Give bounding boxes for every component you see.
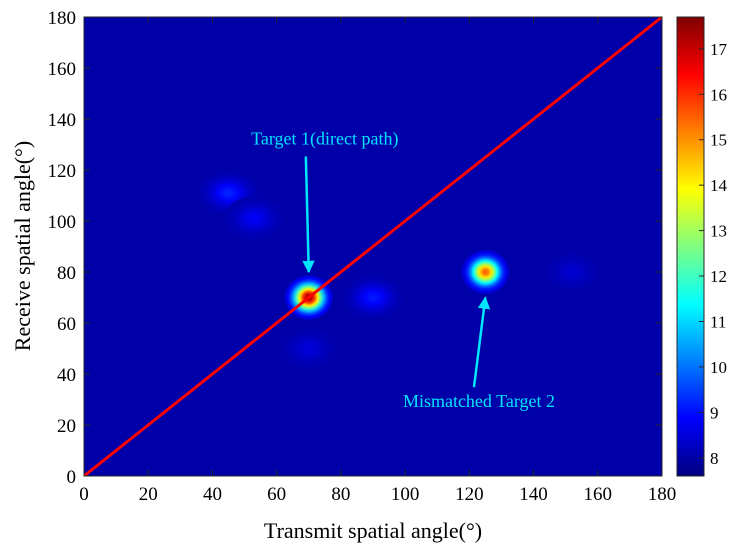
x-axis-label: Transmit spatial angle(°) [264,518,482,543]
colorbar-tick-label: 16 [710,85,727,104]
heatmap-peak [278,326,339,371]
x-tick-label: 120 [455,484,484,505]
y-tick-label: 120 [48,161,77,182]
colorbar-tick-label: 11 [710,312,726,331]
y-tick-label: 20 [57,416,76,437]
y-axis: 0 20 40 60 80 100 120 140 160 180 [48,8,662,488]
y-tick-label: 180 [48,8,77,29]
x-tick-label: 60 [267,484,286,505]
x-tick-label: 80 [331,484,350,505]
x-tick-label: 160 [584,484,613,505]
x-tick-label: 40 [203,484,222,505]
y-axis-label: Receive spatial angle(°) [10,141,35,351]
colorbar-tick-label: 10 [710,358,727,377]
annotation-label: Mismatched Target 2 [403,391,555,411]
y-tick-label: 160 [48,59,77,80]
x-tick-label: 0 [79,484,89,505]
x-tick-label: 140 [519,484,548,505]
x-tick-label: 20 [139,484,158,505]
heatmap-peak [542,250,603,294]
annotation-arrow [472,296,491,388]
colorbar-tick-label: 12 [710,267,727,286]
colorbar-tick-label: 9 [710,403,719,422]
colorbar: 8 9 10 11 12 13 14 15 16 17 [676,16,728,477]
x-axis: 0 20 40 60 80 100 120 140 160 180 [79,17,676,505]
x-tick-label: 100 [391,484,420,505]
heatmap-peak [224,196,285,241]
y-tick-label: 60 [57,314,76,335]
colorbar-tick-label: 15 [710,131,727,150]
colorbar-tick-label: 14 [710,176,728,195]
colorbar-gradient [676,16,705,477]
annotation-label: Target 1(direct path) [251,129,398,150]
plot-frame [83,16,663,477]
y-tick-label: 0 [67,467,77,488]
heatmap-peak [343,275,403,320]
annotation-arrow [302,156,315,274]
colorbar-tick-label: 17 [710,40,728,59]
colorbar-tick-label: 13 [710,222,727,241]
x-tick-label: 180 [648,484,677,505]
heatmap-peak [461,250,510,294]
plot-area: Target 1(direct path) Mismatched Target 2 [83,16,663,477]
y-tick-label: 80 [57,263,76,284]
y-tick-label: 100 [48,212,77,233]
y-tick-label: 40 [57,365,76,386]
colorbar-tick-label: 8 [710,449,719,468]
diagonal-line [84,17,662,476]
y-tick-label: 140 [48,110,77,131]
